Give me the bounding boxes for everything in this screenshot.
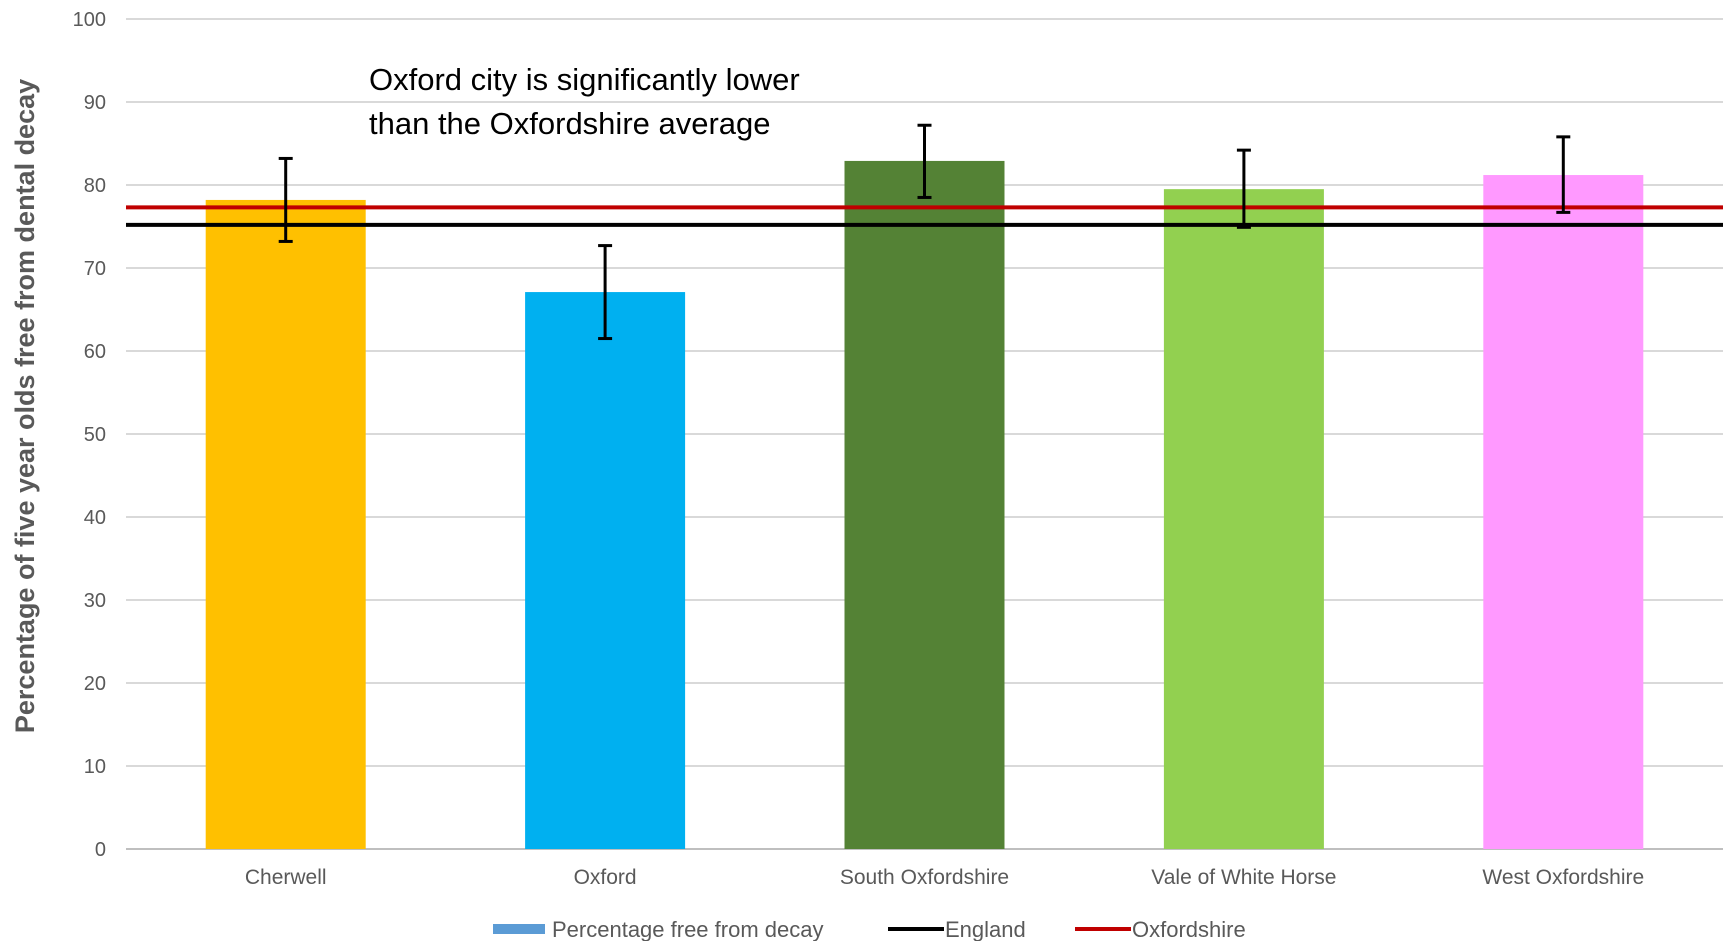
- y-tick-label: 80: [84, 175, 106, 197]
- y-tick-label: 0: [95, 839, 106, 861]
- y-tick-label: 100: [73, 9, 106, 31]
- y-tick-label: 40: [84, 507, 106, 529]
- y-tick-label: 30: [84, 590, 106, 612]
- x-category-label: Oxford: [574, 866, 637, 889]
- reference-lines: [126, 205, 1723, 227]
- legend-label: Oxfordshire: [1132, 917, 1246, 941]
- bar: [1163, 189, 1324, 849]
- y-tick-label: 90: [84, 92, 106, 114]
- annotation-line-2: than the Oxfordshire average: [369, 106, 771, 141]
- legend: Percentage free from decay England Oxfords…: [493, 917, 1246, 941]
- bar: [525, 292, 686, 849]
- legend-label: England: [945, 917, 1026, 941]
- x-category-label: Vale of White Horse: [1151, 866, 1336, 889]
- annotation-line-1: Oxford city is significantly lower: [369, 62, 800, 97]
- x-category-label: South Oxfordshire: [840, 866, 1009, 889]
- y-tick-label: 70: [84, 258, 106, 280]
- bars: [205, 160, 1644, 850]
- x-category-label: Cherwell: [245, 866, 327, 889]
- bar: [205, 199, 366, 849]
- y-tick-label: 60: [84, 341, 106, 363]
- legend-item: England: [888, 917, 1026, 941]
- error-bar: [1556, 135, 1571, 214]
- error-bar: [278, 156, 293, 243]
- x-axis-categories: Cherwell Oxford South Oxfordshire Vale of W…: [245, 866, 1644, 889]
- x-category-label: West Oxfordshire: [1482, 866, 1644, 889]
- y-tick-label: 20: [84, 673, 106, 695]
- legend-label: Percentage free from decay: [552, 917, 823, 941]
- legend-item: Percentage free from decay: [493, 917, 823, 941]
- error-bar: [598, 244, 613, 341]
- legend-item: Oxfordshire: [1075, 917, 1246, 941]
- error-bars: [278, 123, 1571, 341]
- error-bar: [917, 123, 932, 199]
- y-axis-ticks: 0 10 20 30 40 50 60 70 80 90 100: [73, 9, 106, 861]
- bar: [844, 160, 1005, 849]
- y-axis-label: Percentage of five year olds free from d…: [10, 79, 40, 733]
- legend-swatch: [493, 924, 545, 934]
- y-tick-label: 10: [84, 756, 106, 778]
- bar: [1483, 175, 1644, 850]
- annotation: Oxford city is significantly lower than …: [369, 62, 808, 141]
- error-bar: [1236, 148, 1251, 229]
- y-tick-label: 50: [84, 424, 106, 446]
